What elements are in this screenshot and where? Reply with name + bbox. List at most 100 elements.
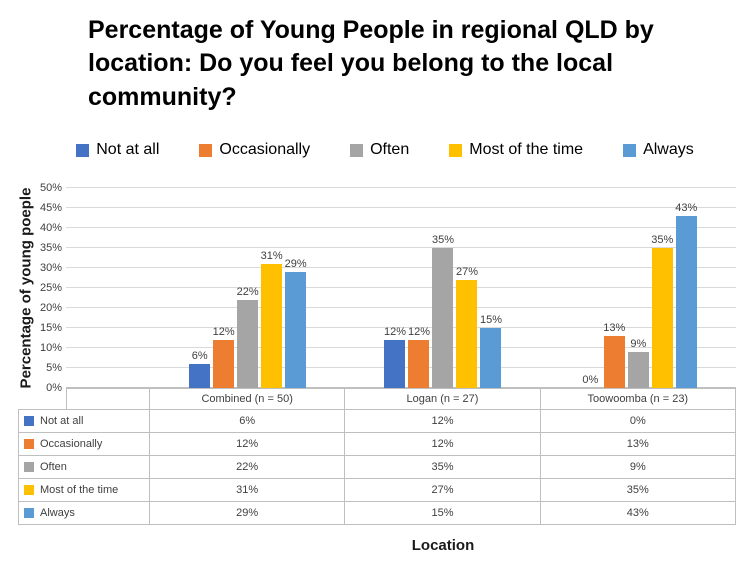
table-value-cell: 13% bbox=[539, 432, 736, 456]
bar-groups: 6% 12% 22% 31% 29% 12% 12% 35% 27% 15% 0% 13% 9% 35% 4… bbox=[150, 188, 736, 388]
table-series-name: Not at all bbox=[18, 409, 150, 433]
bar bbox=[627, 352, 649, 388]
bar-value-label: 27% bbox=[455, 266, 478, 278]
category-header: Logan (n = 27) bbox=[344, 388, 541, 410]
bar-value-label: 12% bbox=[407, 326, 430, 338]
y-tick-label: 10% bbox=[39, 342, 62, 354]
table-value-cell: 9% bbox=[539, 455, 736, 479]
bar-group: 12% 12% 35% 27% 15% bbox=[345, 188, 540, 388]
y-tick-label: 20% bbox=[39, 302, 62, 314]
legend-label: Most of the time bbox=[469, 141, 584, 158]
y-tick-label: 45% bbox=[39, 202, 62, 214]
bar-column: 35% bbox=[432, 188, 454, 388]
plot-area: 6% 12% 22% 31% 29% 12% 12% 35% 27% 15% 0% 13% 9% 35% 4… bbox=[66, 187, 736, 388]
bar bbox=[285, 272, 307, 388]
bar-column: 27% bbox=[455, 188, 478, 388]
legend-swatch-icon bbox=[623, 143, 637, 157]
table-value-cell: 6% bbox=[149, 409, 346, 433]
y-tick-label: 15% bbox=[39, 322, 62, 334]
legend-item: Not at all bbox=[76, 141, 159, 159]
bar-value-label: 31% bbox=[260, 250, 283, 262]
category-header-spacer bbox=[66, 388, 150, 410]
gridline bbox=[66, 327, 736, 328]
table-row: Often 22% 35% 9% bbox=[18, 455, 736, 479]
table-row: Occasionally 12% 12% 13% bbox=[18, 432, 736, 456]
bar-value-label: 12% bbox=[383, 326, 406, 338]
bar-value-label: 9% bbox=[630, 338, 647, 350]
series-name-label: Always bbox=[40, 507, 75, 519]
table-value-cell: 29% bbox=[149, 501, 346, 525]
bar-value-label: 12% bbox=[212, 326, 235, 338]
bar-column: 12% bbox=[212, 188, 235, 388]
bar-column: 43% bbox=[675, 188, 697, 388]
category-header-row: Combined (n = 50) Logan (n = 27) Toowoomba… bbox=[66, 388, 736, 410]
table-value-cell: 35% bbox=[344, 455, 541, 479]
table-value-cell: 12% bbox=[344, 432, 541, 456]
y-tick-label: 35% bbox=[39, 242, 62, 254]
legend-item: Most of the time bbox=[449, 141, 583, 159]
table-value-cell: 15% bbox=[344, 501, 541, 525]
bar-group: 6% 12% 22% 31% 29% bbox=[150, 188, 345, 388]
bar-value-label: 15% bbox=[479, 314, 502, 326]
bar bbox=[651, 248, 673, 388]
bar-group: 0% 13% 9% 35% 43% bbox=[541, 188, 736, 388]
bar-column: 31% bbox=[260, 188, 283, 388]
legend-label: Not at all bbox=[96, 141, 160, 158]
table-value-cell: 22% bbox=[149, 455, 346, 479]
bar bbox=[189, 364, 211, 388]
legend-label: Often bbox=[370, 141, 410, 158]
series-name-label: Most of the time bbox=[40, 484, 119, 496]
bar-column: 35% bbox=[651, 188, 674, 388]
table-value-cell: 12% bbox=[344, 409, 541, 433]
series-name-label: Occasionally bbox=[40, 438, 103, 450]
series-name-label: Not at all bbox=[40, 415, 84, 427]
bar bbox=[384, 340, 406, 388]
bar bbox=[432, 248, 454, 388]
table-value-cell: 27% bbox=[344, 478, 541, 502]
bar-value-label: 6% bbox=[191, 350, 208, 362]
series-name-label: Often bbox=[40, 461, 67, 473]
bar-column: 29% bbox=[285, 188, 307, 388]
bar bbox=[237, 300, 259, 388]
bar-column: 6% bbox=[189, 188, 211, 388]
bar-value-label: 35% bbox=[651, 234, 674, 246]
bar-column: 13% bbox=[603, 188, 626, 388]
category-header: Toowoomba (n = 23) bbox=[539, 388, 736, 410]
y-axis-ticks: 0% 5% 10% 15% 20% 25% 30% 35% 40% 45% 50% bbox=[0, 182, 62, 394]
table-value-cell: 35% bbox=[539, 478, 736, 502]
bar bbox=[480, 328, 502, 388]
table-row: Not at all 6% 12% 0% bbox=[18, 409, 736, 433]
y-tick-label: 50% bbox=[39, 182, 62, 194]
bar-value-label: 13% bbox=[603, 322, 626, 334]
bar-column: 22% bbox=[236, 188, 259, 388]
table-series-name: Always bbox=[18, 501, 150, 525]
chart-title: Percentage of Young People in regional Q… bbox=[88, 16, 654, 111]
legend: Not at all Occasionally Often Most of the t… bbox=[30, 141, 740, 159]
legend-item: Occasionally bbox=[199, 141, 310, 159]
y-tick-label: 30% bbox=[39, 262, 62, 274]
series-swatch-icon bbox=[24, 485, 34, 495]
category-header: Combined (n = 50) bbox=[149, 388, 346, 410]
series-swatch-icon bbox=[24, 508, 34, 518]
data-table: Not at all 6% 12% 0% Occasionally 12% 12% 13% Of… bbox=[18, 409, 736, 525]
y-tick-label: 5% bbox=[46, 362, 62, 374]
legend-label: Occasionally bbox=[219, 141, 311, 158]
gridline bbox=[66, 287, 736, 288]
gridline bbox=[66, 207, 736, 208]
bar bbox=[213, 340, 235, 388]
table-value-cell: 0% bbox=[539, 409, 736, 433]
gridline bbox=[66, 247, 736, 248]
series-swatch-icon bbox=[24, 416, 34, 426]
gridline bbox=[66, 267, 736, 268]
bar bbox=[408, 340, 430, 388]
bar bbox=[456, 280, 478, 388]
gridline bbox=[66, 227, 736, 228]
bar bbox=[675, 216, 697, 388]
bar-value-label: 22% bbox=[236, 286, 259, 298]
series-swatch-icon bbox=[24, 439, 34, 449]
y-tick-label: 40% bbox=[39, 222, 62, 234]
y-tick-label: 0% bbox=[46, 382, 62, 394]
table-series-name: Occasionally bbox=[18, 432, 150, 456]
legend-item: Often bbox=[350, 141, 409, 159]
